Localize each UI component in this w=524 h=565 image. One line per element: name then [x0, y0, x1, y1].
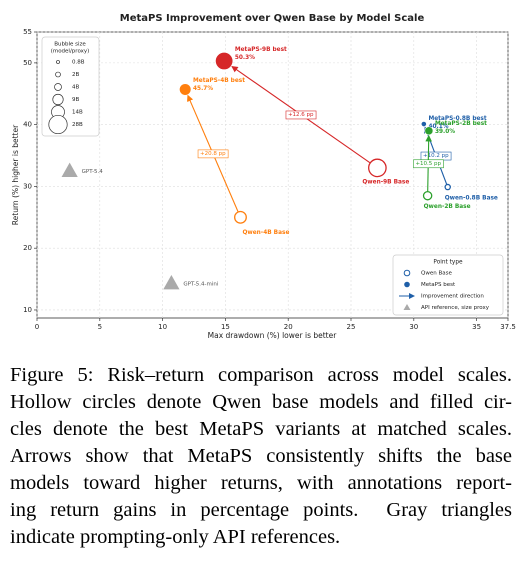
gain-label: +10.2 pp [423, 153, 449, 159]
legend-label: MetaPS best [421, 282, 456, 288]
best-label: MetaPS-0.8B best [428, 116, 486, 122]
size-legend-marker [52, 93, 64, 106]
api-reference-label: GPT-5.4-mini [183, 282, 219, 288]
best-point [179, 83, 192, 96]
base-label: Qwen-9B Base [362, 179, 409, 185]
x-tick-label: 25 [347, 323, 356, 331]
x-axis-label: Max drawdown (%) lower is better [208, 331, 338, 340]
y-tick-label: 50 [23, 59, 32, 67]
size-legend-label: 9B [72, 97, 79, 103]
best-label: MetaPS-4B best [193, 78, 245, 84]
size-legend-label: 4B [72, 85, 79, 91]
size-legend-marker [56, 60, 60, 64]
size-legend-label: 14B [72, 110, 83, 116]
caption-line: Figure 5: Risk–return comparison across … [10, 364, 512, 386]
y-axis-label: Return (%) higher is better [11, 124, 20, 225]
chart-title: MetaPS Improvement over Qwen Base by Mod… [120, 13, 425, 24]
gain-label-box [285, 110, 317, 120]
gain-label-box [197, 149, 229, 159]
best-label: MetaPS-2B best [435, 121, 487, 127]
base-point [444, 183, 451, 191]
y-tick-label: 30 [23, 182, 32, 190]
caption-line: indicate prompting-only API references. [10, 526, 341, 548]
legend-marker [404, 281, 410, 288]
x-tick-label: 30 [409, 323, 418, 331]
size-legend-title: Bubble size [54, 42, 86, 48]
gain-label: +12.6 pp [288, 112, 314, 118]
y-tick-label: 40 [23, 121, 32, 129]
base-point [234, 210, 247, 224]
caption: Figure 5: Risk–return comparison across … [10, 362, 512, 551]
y-tick-label: 55 [23, 28, 32, 36]
best-value-label: 50.3% [235, 55, 255, 61]
api-reference-label: GPT-5.4 [82, 169, 104, 175]
api-reference-marker [163, 275, 180, 290]
best-value-label: 39.0% [435, 129, 455, 135]
x-tick-label: 20 [284, 323, 293, 331]
x-tick-label: 5 [98, 323, 102, 331]
base-point [368, 158, 387, 178]
gain-label-box [413, 159, 444, 169]
caption-line: models toward higher returns, with annot… [10, 472, 512, 494]
legend-label: Improvement direction [421, 294, 484, 300]
base-label: Qwen-0.8B Base [445, 196, 498, 202]
x-tick-label: 0 [35, 323, 39, 331]
caption-line: Arrows show that MetaPS consistently shi… [10, 445, 512, 467]
best-value-label: 45.7% [193, 86, 213, 92]
size-legend-marker [54, 83, 62, 91]
legend-box [392, 254, 504, 316]
x-tick-label: 10 [158, 323, 167, 331]
caption-line: ing return gains in percentage points. G… [10, 499, 512, 521]
y-tick-label: 10 [23, 306, 32, 314]
x-tick-label: 35 [472, 323, 481, 331]
chart: MetaPS Improvement over Qwen Base by Mod… [11, 13, 516, 340]
legend-label: API reference, size proxy [421, 305, 490, 311]
size-legend-title: (model/proxy) [51, 49, 90, 55]
size-legend-marker [48, 114, 68, 135]
legend-marker [403, 304, 411, 310]
gain-label: +20.8 pp [200, 151, 226, 157]
best-value-label: 40.1% [428, 124, 448, 130]
base-label: Qwen-2B Base [424, 204, 471, 210]
size-legend-label: 2B [72, 72, 79, 78]
best-point [215, 52, 234, 71]
base-point [422, 190, 433, 201]
api-reference-marker [61, 162, 78, 178]
x-tick-label: 15 [221, 323, 230, 331]
gain-label: +10.5 pp [415, 161, 441, 167]
caption-line: cles denote the best MetaPS variants at … [10, 418, 512, 440]
x-tick-label: 37.5 [500, 323, 516, 331]
size-legend-marker [55, 71, 61, 78]
caption-line: Hollow circles denote Qwen base models a… [10, 391, 512, 413]
size-legend-label: 28B [72, 122, 83, 128]
best-label: MetaPS-9B best [235, 47, 287, 53]
legend-label: Qwen Base [421, 271, 452, 277]
best-point [424, 126, 434, 136]
y-tick-label: 20 [23, 244, 32, 252]
legend-marker [403, 269, 411, 277]
base-label: Qwen-4B Base [242, 230, 289, 236]
best-point [420, 121, 427, 127]
legend-title: Point type [433, 260, 463, 266]
size-legend-label: 0.8B [72, 60, 85, 66]
